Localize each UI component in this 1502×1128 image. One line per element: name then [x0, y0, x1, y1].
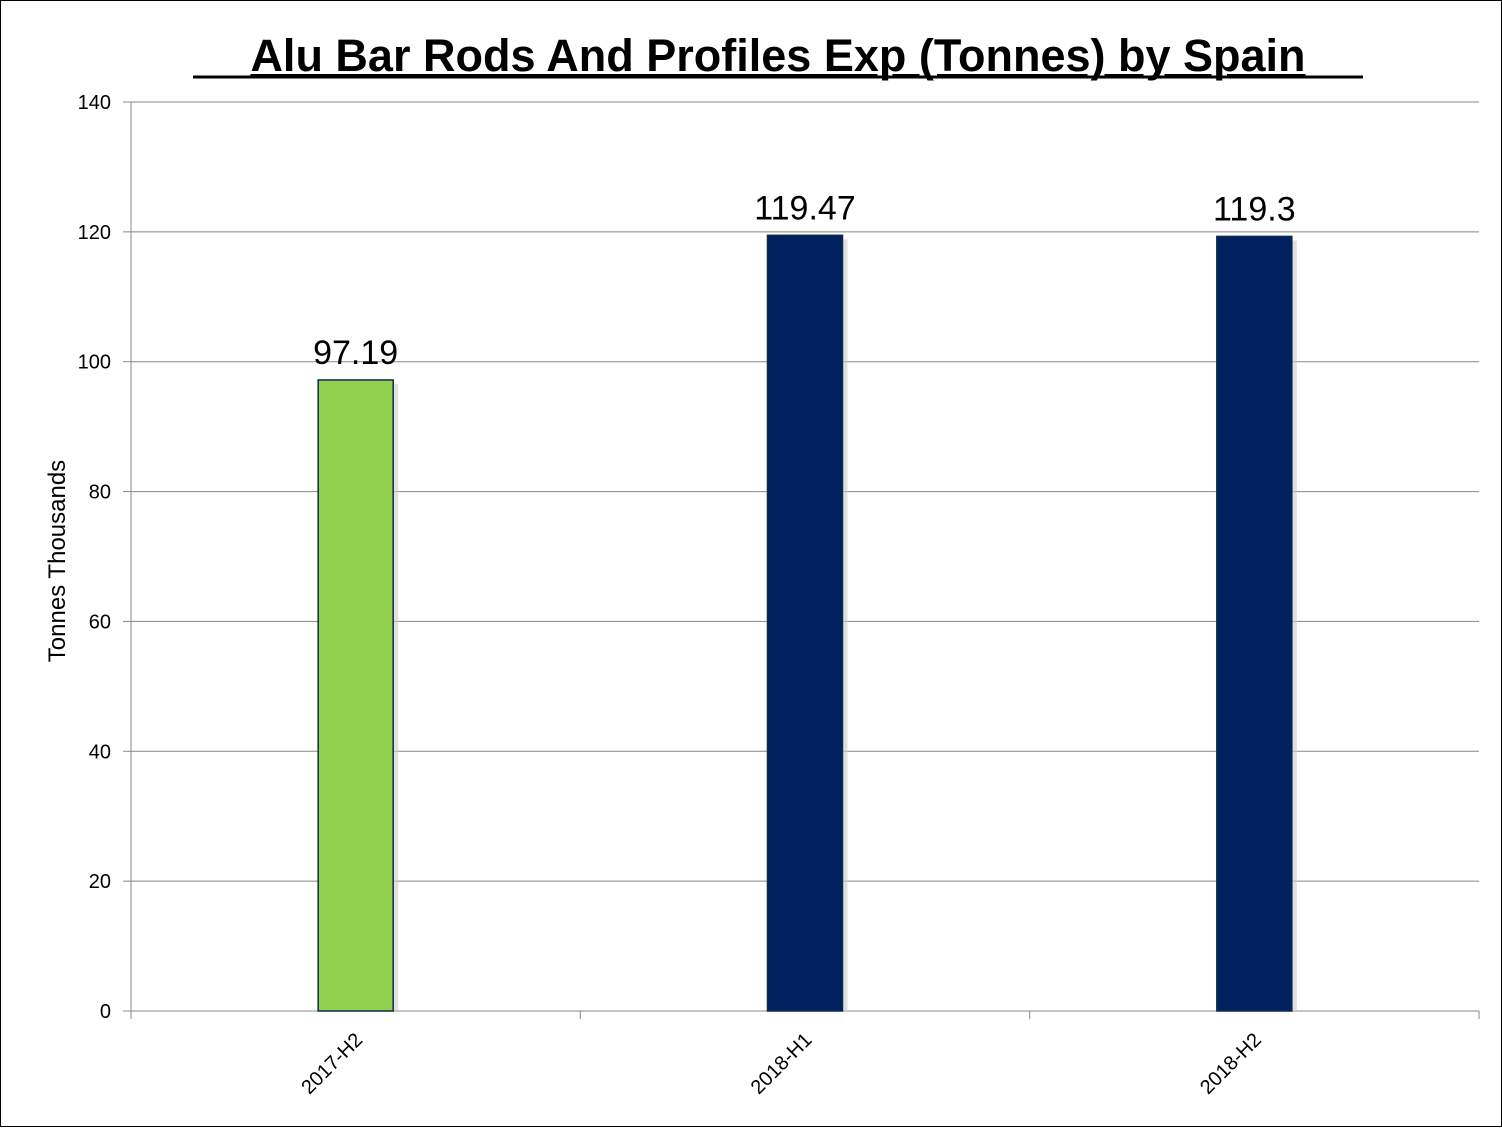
- y-tick-label: 80: [89, 482, 111, 504]
- bar: [766, 234, 844, 1012]
- y-tick-label: 60: [89, 611, 111, 633]
- y-tick-label: 140: [78, 92, 111, 114]
- data-label: 97.19: [313, 334, 398, 372]
- y-tick-label: 0: [100, 1001, 111, 1023]
- x-tick-label: 2017-H2: [297, 1029, 367, 1099]
- y-tick-label: 40: [89, 741, 111, 763]
- y-axis-label: Tonnes Thousands: [44, 460, 71, 662]
- x-tick-label: 2018-H2: [1196, 1029, 1266, 1099]
- y-tick-label: 100: [78, 352, 111, 374]
- chart-title: Alu Bar Rods And Profiles Exp (Tonnes) b…: [250, 30, 1305, 81]
- y-tick-label: 20: [89, 871, 111, 893]
- data-label: 119.3: [1213, 190, 1296, 228]
- bar: [1216, 235, 1293, 1012]
- x-tick-label: 2018-H1: [747, 1029, 817, 1099]
- bar: [317, 379, 394, 1012]
- y-tick-label: 120: [78, 222, 111, 244]
- data-label: 119.47: [754, 189, 855, 227]
